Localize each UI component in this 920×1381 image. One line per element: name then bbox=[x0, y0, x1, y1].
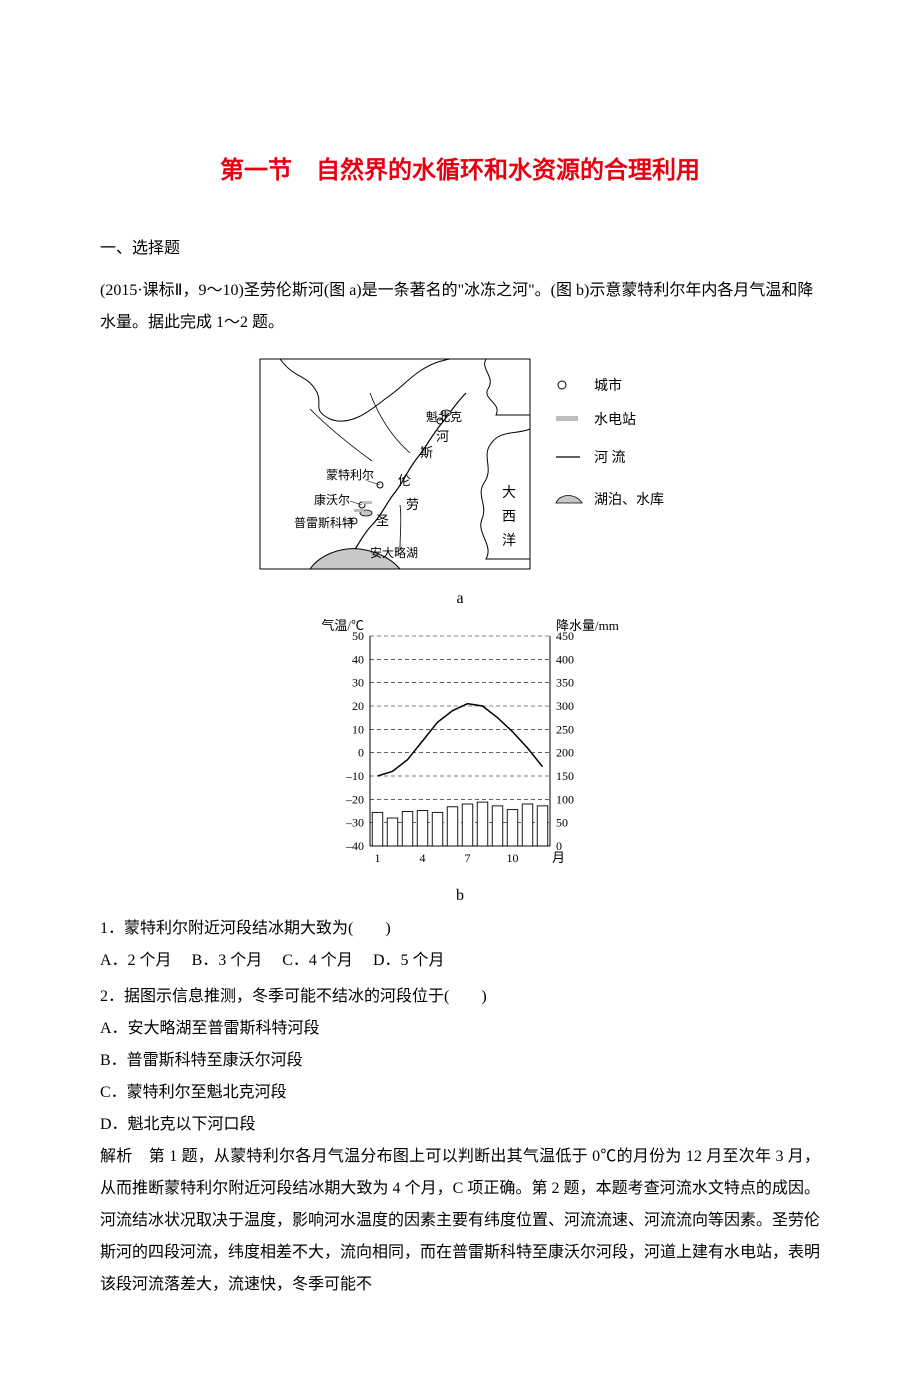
svg-text:150: 150 bbox=[556, 769, 574, 783]
svg-text:劳: 劳 bbox=[406, 497, 419, 512]
svg-text:河: 河 bbox=[436, 429, 449, 444]
svg-text:–10: –10 bbox=[345, 769, 364, 783]
svg-text:20: 20 bbox=[352, 699, 364, 713]
caption-b: b bbox=[100, 887, 820, 905]
svg-text:10: 10 bbox=[352, 722, 364, 736]
svg-text:–30: –30 bbox=[345, 816, 364, 830]
figure-b: 气温/℃降水量/mm–40–30–20–10010203040500501001… bbox=[100, 616, 820, 905]
q1-stem: 1．蒙特利尔附近河段结冰期大致为( ) bbox=[100, 913, 820, 945]
svg-text:450: 450 bbox=[556, 629, 574, 643]
q1-opt-b: B．3 个月 bbox=[192, 952, 263, 969]
svg-text:圣: 圣 bbox=[376, 513, 389, 528]
svg-text:月: 月 bbox=[552, 850, 565, 865]
svg-text:康沃尔: 康沃尔 bbox=[314, 492, 350, 507]
svg-text:河 流: 河 流 bbox=[594, 450, 626, 466]
svg-text:1: 1 bbox=[375, 851, 381, 865]
svg-text:0: 0 bbox=[358, 746, 364, 760]
q2-stem: 2．据图示信息推测，冬季可能不结冰的河段位于( ) bbox=[100, 981, 820, 1013]
svg-text:魁北克: 魁北克 bbox=[426, 409, 462, 424]
svg-text:50: 50 bbox=[556, 816, 568, 830]
svg-text:斯: 斯 bbox=[420, 445, 433, 460]
figure-a: 魁北克蒙特利尔康沃尔普雷斯科特安大略湖 斯河伦劳圣 大西洋 城市水电站河 流湖泊、水库… bbox=[100, 349, 820, 608]
svg-text:30: 30 bbox=[352, 676, 364, 690]
q1-options: A．2 个月 B．3 个月 C．4 个月 D．5 个月 bbox=[100, 945, 820, 977]
q2-opt-d: D．魁北克以下河口段 bbox=[100, 1109, 820, 1141]
svg-text:–20: –20 bbox=[345, 792, 364, 806]
section-heading: 一、选择题 bbox=[100, 233, 820, 265]
q1-opt-a: A．2 个月 bbox=[100, 952, 172, 969]
q1-opt-c: C．4 个月 bbox=[282, 952, 353, 969]
svg-text:10: 10 bbox=[507, 851, 519, 865]
svg-text:西: 西 bbox=[502, 510, 516, 525]
svg-text:400: 400 bbox=[556, 652, 574, 666]
svg-text:40: 40 bbox=[352, 652, 364, 666]
svg-text:大: 大 bbox=[502, 485, 516, 501]
svg-text:安大略湖: 安大略湖 bbox=[370, 545, 418, 560]
map-svg: 魁北克蒙特利尔康沃尔普雷斯科特安大略湖 斯河伦劳圣 大西洋 城市水电站河 流湖泊、水库 bbox=[250, 349, 670, 579]
svg-text:50: 50 bbox=[352, 629, 364, 643]
caption-a: a bbox=[100, 590, 820, 608]
q2-opt-a: A．安大略湖至普雷斯科特河段 bbox=[100, 1013, 820, 1045]
svg-text:湖泊、水库: 湖泊、水库 bbox=[594, 492, 664, 508]
analysis-text: 第 1 题，从蒙特利尔各月气温分布图上可以判断出其气温低于 0℃的月份为 12 … bbox=[100, 1148, 820, 1293]
q1-opt-d: D．5 个月 bbox=[373, 952, 445, 969]
svg-text:城市: 城市 bbox=[594, 377, 622, 394]
passage-text: (2015·课标Ⅱ，9～10)圣劳伦斯河(图 a)是一条著名的"冰冻之河"。(图… bbox=[100, 275, 820, 339]
q2-opt-b: B．普雷斯科特至康沃尔河段 bbox=[100, 1045, 820, 1077]
chart-svg: 气温/℃降水量/mm–40–30–20–10010203040500501001… bbox=[300, 616, 620, 876]
svg-text:水电站: 水电站 bbox=[594, 412, 636, 428]
svg-text:蒙特利尔: 蒙特利尔 bbox=[326, 467, 374, 482]
page-title: 第一节 自然界的水循环和水资源的合理利用 bbox=[100, 150, 820, 185]
svg-text:100: 100 bbox=[556, 792, 574, 806]
svg-text:350: 350 bbox=[556, 676, 574, 690]
svg-text:7: 7 bbox=[465, 851, 471, 865]
q2-opt-c: C．蒙特利尔至魁北克河段 bbox=[100, 1077, 820, 1109]
svg-text:200: 200 bbox=[556, 746, 574, 760]
svg-text:普雷斯科特: 普雷斯科特 bbox=[294, 515, 354, 530]
analysis: 解析 第 1 题，从蒙特利尔各月气温分布图上可以判断出其气温低于 0℃的月份为 … bbox=[100, 1141, 820, 1301]
svg-text:4: 4 bbox=[420, 851, 426, 865]
svg-text:伦: 伦 bbox=[398, 473, 411, 488]
svg-text:250: 250 bbox=[556, 722, 574, 736]
svg-text:洋: 洋 bbox=[502, 533, 516, 549]
analysis-label: 解析 bbox=[100, 1148, 149, 1165]
svg-text:–40: –40 bbox=[345, 839, 364, 853]
svg-text:300: 300 bbox=[556, 699, 574, 713]
